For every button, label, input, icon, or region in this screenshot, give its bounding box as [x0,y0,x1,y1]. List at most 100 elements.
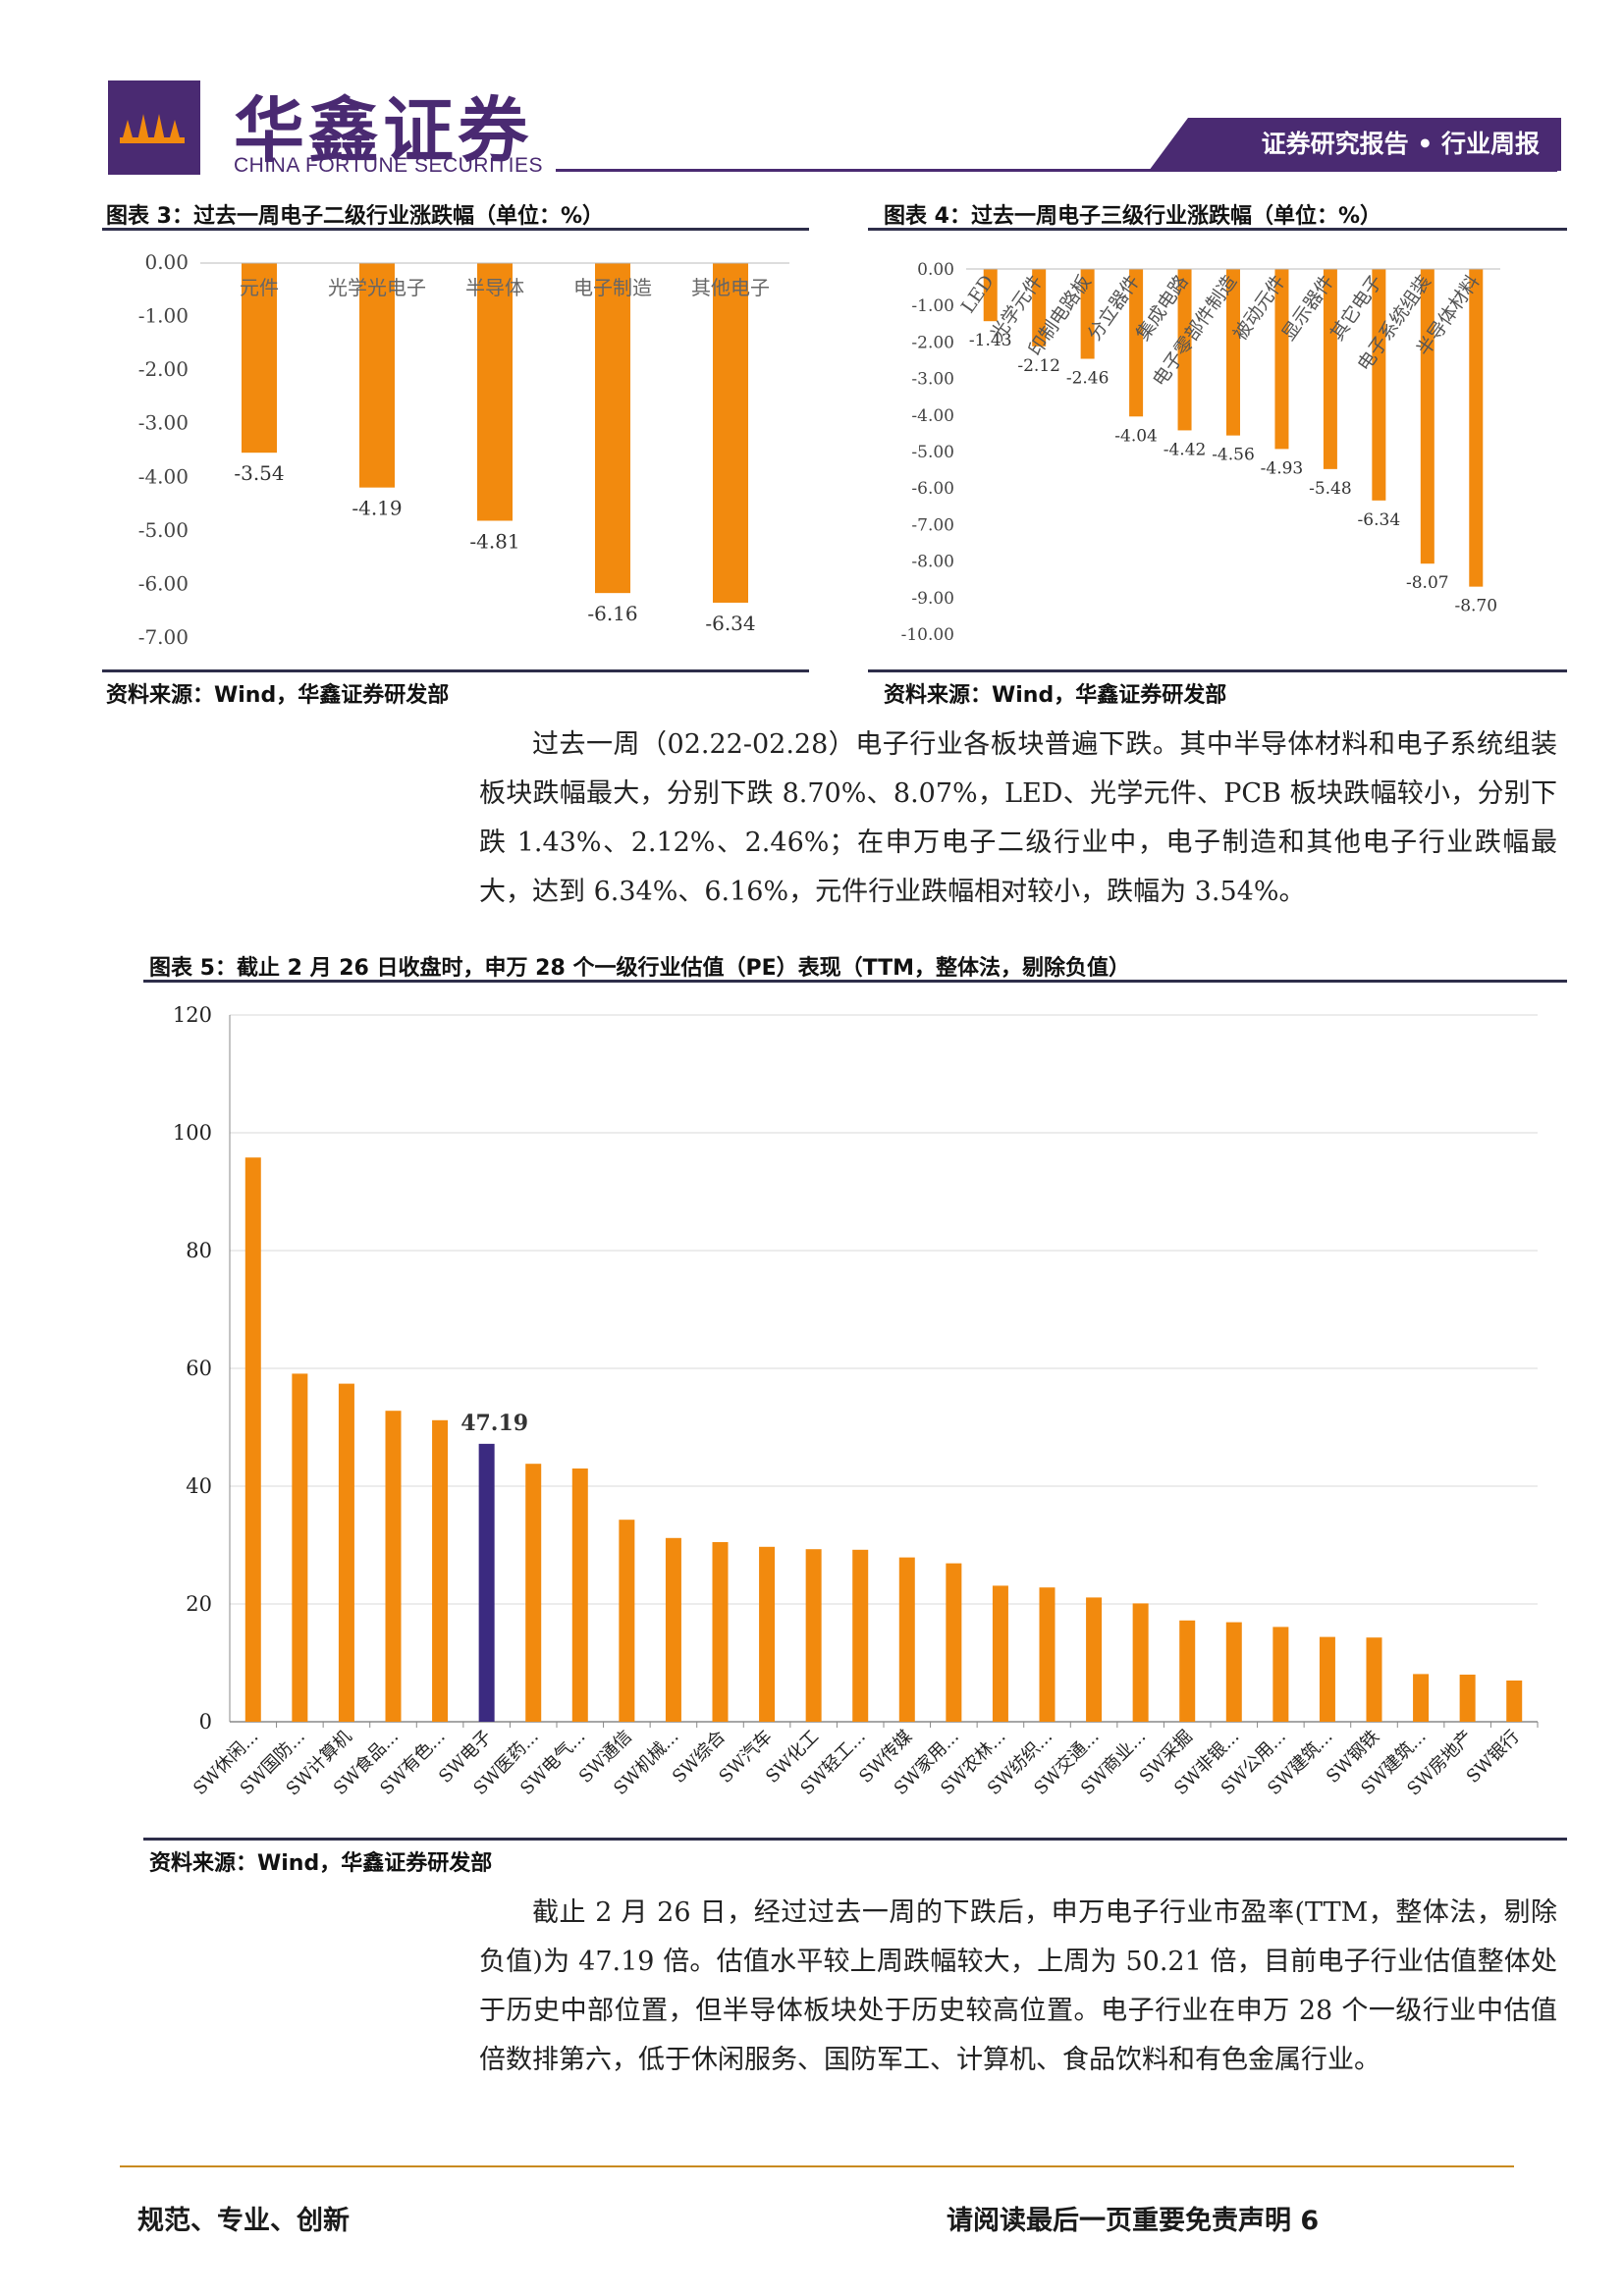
bar [992,1585,1008,1722]
data-label: -6.34 [705,612,755,635]
y-tick-label: 0.00 [144,250,189,274]
bar [1032,269,1047,347]
category-label: 电子制造 [573,276,652,299]
data-label: -8.07 [1406,573,1449,593]
figure-3-bottom-rule [102,669,809,672]
report-type-tag: 证券研究报告 • 行业周报 [1149,118,1561,171]
bar [432,1419,449,1722]
category-label: 光学光电子 [328,276,426,299]
bar [1225,1622,1242,1722]
header-rule [556,169,1557,172]
data-label: -6.16 [587,602,637,625]
figure-5-chart: 020406080100120SW休闲...SW国防...SW计算机SW食品..… [173,1003,1539,1800]
y-tick-label: -1.00 [138,304,189,328]
figure-5-title: 图表 5：截止 2 月 26 日收盘时，申万 28 个一级行业估值（PE）表现（… [149,956,1131,981]
logo-mark [108,80,200,175]
bar [619,1520,635,1722]
bar [1177,269,1192,431]
y-tick-label: -1.00 [911,296,954,316]
bar [1129,269,1144,417]
bar [1132,1603,1149,1722]
category-label: 半导体 [465,276,524,299]
data-label: -4.04 [1114,426,1158,446]
bar [1469,269,1484,587]
bar [359,263,395,488]
bar [1319,1636,1335,1722]
bar [852,1549,869,1722]
category-label: 元件 [240,276,279,299]
bar [1086,1597,1103,1722]
y-tick-label: 20 [186,1592,212,1616]
bar [1080,269,1095,359]
y-tick-label: -2.00 [138,357,189,381]
y-tick-label: -8.00 [911,553,954,572]
y-tick-label: -10.00 [901,625,954,645]
bar [1226,269,1240,436]
figure-3-source: 资料来源：Wind，华鑫证券研发部 [106,683,450,708]
bar [665,1537,681,1722]
y-tick-label: 40 [186,1474,212,1498]
bar [571,1468,588,1722]
data-label: -4.19 [352,497,402,520]
footer-slogan: 规范、专业、创新 [137,2206,350,2236]
y-tick-label: -6.00 [911,479,954,499]
data-label: -1.43 [969,331,1012,350]
bar [1366,1637,1382,1722]
data-label: -4.56 [1212,446,1255,465]
highlight-data-label: 47.19 [460,1411,528,1436]
y-tick-label: -3.00 [911,370,954,390]
y-tick-label: 0 [199,1710,212,1734]
bar [1272,1627,1289,1722]
figure-4-title: 图表 4：过去一周电子三级行业涨跌幅（单位：%） [884,204,1382,229]
y-tick-label: -5.00 [138,518,189,542]
figure-4-chart: 0.00 -1.00 -2.00 -3.00 -4.00 -5.00 -6.00 -7.00 -… [901,260,1500,645]
data-label: -8.70 [1454,597,1497,616]
figure-4-top-rule [868,228,1567,231]
footer-rule [120,2165,1514,2167]
bar [242,263,277,454]
y-tick-label: 60 [186,1357,212,1380]
bar [1420,269,1435,564]
bar [244,1157,261,1722]
bar [805,1549,822,1722]
bar [1179,1620,1196,1722]
bar [1323,269,1337,469]
data-label: -4.81 [469,529,519,553]
y-tick-label: -5.00 [911,443,954,462]
data-label: -2.12 [1017,356,1060,376]
y-tick-label: -2.00 [911,333,954,352]
bar [759,1546,776,1722]
data-label: -4.42 [1164,440,1207,459]
bar [1039,1587,1056,1722]
bar [713,263,748,603]
figure-5-source: 资料来源：Wind，华鑫证券研发部 [149,1851,493,1876]
y-tick-label: 120 [173,1003,212,1027]
bar [525,1464,542,1722]
bar [946,1563,962,1722]
bar [1274,269,1289,450]
category-label: 其他电子 [691,276,770,299]
bar [712,1542,729,1722]
figure-3-chart: 0.00 -1.00 -2.00 -3.00 -4.00 -5.00 -6.00 -7.00 -… [138,250,789,649]
figure-3-title: 图表 3：过去一周电子二级行业涨跌幅（单位：%） [106,204,605,229]
bar [1459,1675,1476,1722]
bar [1506,1681,1523,1722]
y-tick-label: -9.00 [911,589,954,609]
y-tick-label: -7.00 [911,515,954,535]
brand-name-en: CHINA FORTUNE SECURITIES [234,154,543,177]
figure-4-source: 资料来源：Wind，华鑫证券研发部 [884,683,1227,708]
y-tick-label: -3.00 [138,411,189,435]
y-tick-label: -4.00 [138,464,189,488]
bar [477,263,513,521]
figure-4-bottom-rule [868,669,1567,672]
bar [898,1557,915,1722]
bar [478,1443,495,1722]
data-label: -4.93 [1261,458,1304,478]
paragraph-2: 截止 2 月 26 日，经过过去一周的下跌后，申万电子行业市盈率(TTM，整体法… [479,1897,1557,2075]
bar [292,1373,308,1722]
y-tick-label: -4.00 [911,406,954,426]
y-tick-label: 0.00 [917,260,954,280]
figure-3-top-rule [102,228,809,231]
bar [1413,1674,1430,1722]
data-label: -2.46 [1066,369,1110,389]
